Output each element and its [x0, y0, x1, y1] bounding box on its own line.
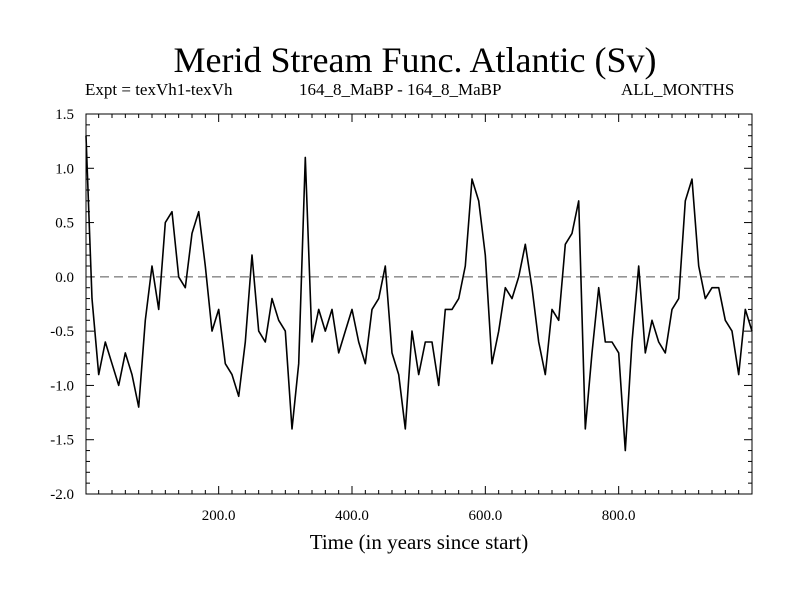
y-axis: -2.0 -1.5 -1.0 -0.5 0.0 0.5 1.0 1.5	[50, 107, 752, 503]
y-tick-label: -1.5	[50, 433, 74, 449]
series-line	[85, 135, 753, 452]
months-label: ALL_MONTHS	[621, 80, 735, 99]
y-tick-label: 1.0	[55, 161, 74, 177]
period-label: 164_8_MaBP - 164_8_MaBP	[299, 80, 502, 99]
y-tick-label: -2.0	[50, 487, 74, 503]
x-axis-label: Time (in years since start)	[310, 530, 529, 554]
plot-frame	[85, 113, 753, 495]
x-tick-label: 400.0	[335, 508, 369, 524]
y-tick-label: 0.0	[55, 270, 74, 286]
experiment-label: Expt = texVh1-texVh	[85, 80, 233, 99]
y-tick-label: 1.5	[55, 107, 74, 123]
x-tick-label: 600.0	[468, 508, 502, 524]
y-tick-label: -0.5	[50, 324, 74, 340]
chart-title: Merid Stream Func. Atlantic (Sv)	[173, 40, 657, 80]
x-tick-label: 800.0	[602, 508, 636, 524]
x-tick-label: 200.0	[202, 508, 236, 524]
y-tick-label: -1.0	[50, 378, 74, 394]
x-axis: 200.0 400.0 600.0 800.0	[98, 114, 740, 524]
y-tick-label: 0.5	[55, 216, 74, 232]
